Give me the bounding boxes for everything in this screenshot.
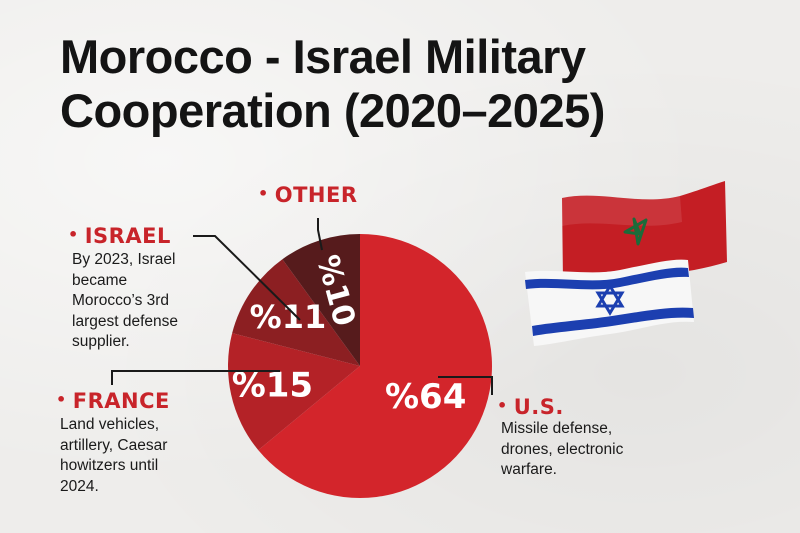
pie-slice-labels: %64 %15 %11 %10 [232, 251, 467, 416]
us-desc-line: Missile defense, [501, 420, 613, 437]
france-desc-line: artillery, Caesar [60, 436, 168, 454]
us-desc-line: drones, electronic [501, 440, 624, 458]
israel-flag-icon [525, 259, 694, 346]
legend-france: • FRANCE [56, 389, 170, 413]
pie-slice-france [228, 333, 360, 451]
israel-desc-line: supplier. [72, 333, 130, 350]
us-desc-line: warfare. [501, 461, 557, 478]
israel-desc-line: By 2023, Israel [72, 251, 176, 268]
page-title: Morocco - Israel Military Cooperation (2… [60, 30, 740, 138]
pie-slice-other [282, 234, 360, 366]
france-desc-line: 2024. [60, 477, 99, 495]
israel-description: By 2023, Israel became Morocco’s 3rd lar… [72, 250, 212, 353]
legend-israel-name: ISRAEL [84, 224, 171, 248]
israel-desc-line: largest defense [72, 312, 178, 330]
legend-us: • U.S. [497, 395, 564, 419]
legend-us-name: U.S. [513, 395, 564, 419]
leader-line-us [438, 376, 493, 395]
legend-israel: • ISRAEL [68, 224, 171, 248]
legend-other-name: OTHER [274, 183, 358, 207]
france-desc-line: howitzers until [60, 457, 159, 474]
pie-slices [228, 234, 493, 498]
leader-line-france [111, 370, 280, 385]
slice-label-israel: %11 [250, 298, 327, 336]
france-desc-line: Land vehicles, [60, 416, 160, 433]
israel-desc-line: became [72, 271, 128, 289]
title-line-1: Morocco - Israel Military [60, 30, 586, 83]
pie-slice-us [258, 234, 493, 498]
title-line-2: Cooperation (2020–2025) [60, 84, 605, 137]
leader-line-israel [193, 235, 301, 321]
slice-label-france: %15 [232, 366, 313, 406]
leader-lines [111, 218, 493, 395]
legend-france-name: FRANCE [72, 389, 170, 413]
france-description: Land vehicles, artillery, Caesar howitze… [60, 415, 210, 497]
leader-line-other [317, 218, 323, 251]
morocco-flag-icon [562, 181, 727, 282]
us-description: Missile defense, drones, electronic warf… [501, 419, 671, 481]
israel-desc-line: Morocco’s 3rd [72, 292, 170, 309]
legend-other: • OTHER [258, 183, 358, 207]
slice-label-us: %64 [385, 377, 466, 417]
